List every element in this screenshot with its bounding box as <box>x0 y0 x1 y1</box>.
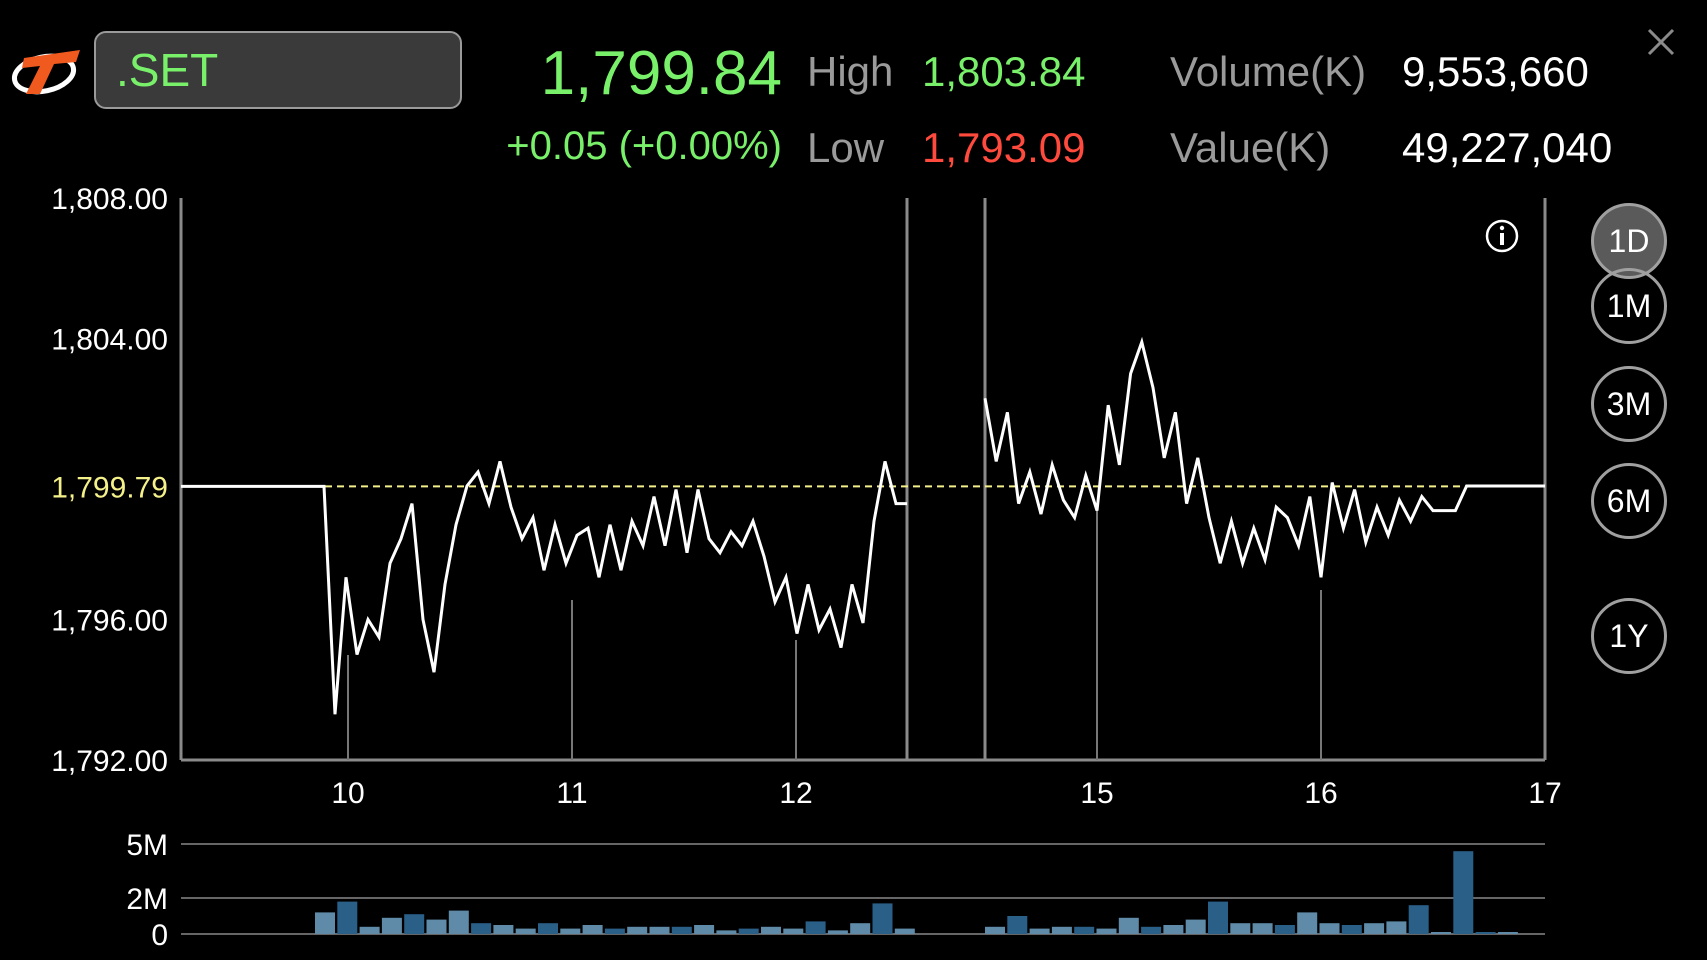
volume-bar <box>1252 923 1273 934</box>
volume-bar <box>738 928 759 934</box>
high-label: High <box>807 48 894 95</box>
volume-bar <box>761 926 781 934</box>
volume-bar <box>1475 932 1496 934</box>
x-tick-label: 10 <box>331 777 364 810</box>
y-tick-label: 1,799.79 <box>51 471 168 504</box>
volume-bar <box>448 910 469 934</box>
y-tick-label: 1,792.00 <box>51 745 168 778</box>
volume-bar <box>805 921 826 934</box>
volume-bar <box>671 926 692 934</box>
volume-bar <box>315 912 335 934</box>
volume-bar <box>850 923 871 934</box>
volume-bar <box>1453 851 1474 934</box>
volume-bar <box>493 925 514 934</box>
volume-bar <box>381 917 402 934</box>
info-icon[interactable] <box>1485 219 1519 253</box>
volume-bar <box>1074 926 1095 934</box>
app-logo <box>11 50 80 95</box>
volume-bar <box>337 901 358 934</box>
volume-bar <box>1341 925 1362 934</box>
volume-bar <box>604 928 625 934</box>
price-series-line <box>181 461 907 715</box>
volume-bar <box>1163 925 1184 934</box>
volume-tick-label: 2M <box>126 883 168 916</box>
volume-bar <box>894 928 915 934</box>
volume-tick-label: 0 <box>151 919 168 952</box>
low-value: 1,793.09 <box>922 124 1086 171</box>
y-tick-label: 1,796.00 <box>51 605 168 638</box>
period-button-1y[interactable]: 1Y <box>1591 598 1667 674</box>
x-tick-label: 16 <box>1304 777 1337 810</box>
value-label: Value(K) <box>1170 124 1331 171</box>
volume-value: 9,553,660 <box>1402 48 1589 95</box>
volume-bar <box>1497 932 1518 934</box>
volume-bar <box>1208 901 1228 934</box>
volume-bar <box>1029 928 1050 934</box>
volume-bar <box>872 903 893 934</box>
volume-bar <box>471 923 492 934</box>
volume-bar <box>1364 923 1385 934</box>
volume-bar <box>515 928 536 934</box>
value-value: 49,227,040 <box>1402 124 1613 171</box>
volume-bar <box>538 923 558 934</box>
volume-bar <box>1007 916 1028 934</box>
volume-bar <box>627 926 648 934</box>
volume-bar <box>1096 928 1117 934</box>
volume-bar <box>1386 921 1407 934</box>
volume-bar <box>1230 923 1251 934</box>
volume-bar <box>359 926 380 934</box>
price-series-line <box>983 336 1545 578</box>
period-button-3m[interactable]: 3M <box>1591 366 1667 442</box>
volume-bar <box>1319 923 1340 934</box>
volume-bar <box>1185 919 1206 934</box>
close-icon[interactable] <box>1645 26 1677 58</box>
high-value: 1,803.84 <box>922 48 1086 95</box>
volume-bar <box>404 914 425 934</box>
volume-bar <box>1118 917 1139 934</box>
volume-bar <box>783 928 804 934</box>
price-change: +0.05 (+0.00%) <box>506 124 782 168</box>
x-tick-label: 11 <box>556 777 587 810</box>
volume-bar <box>649 926 670 934</box>
volume-bar <box>560 928 581 934</box>
volume-tick-label: 5M <box>126 829 168 862</box>
volume-bar <box>1141 926 1162 934</box>
volume-bar <box>1297 912 1318 934</box>
volume-bar <box>985 926 1005 934</box>
volume-bar <box>716 930 737 934</box>
volume-bar <box>1274 925 1295 934</box>
period-button-1m[interactable]: 1M <box>1591 268 1667 344</box>
x-tick-label: 17 <box>1528 777 1561 810</box>
volume-bar <box>827 930 848 934</box>
volume-bar <box>1408 905 1429 934</box>
last-price: 1,799.84 <box>540 39 782 108</box>
y-tick-label: 1,808.00 <box>51 183 168 216</box>
low-label: Low <box>807 124 885 171</box>
volume-bar <box>582 925 603 934</box>
y-tick-label: 1,804.00 <box>51 324 168 357</box>
volume-bar <box>1431 932 1451 934</box>
volume-bar <box>694 925 715 934</box>
volume-bar <box>1051 926 1072 934</box>
x-tick-label: 12 <box>779 777 812 810</box>
period-button-6m[interactable]: 6M <box>1591 463 1667 539</box>
x-tick-label: 15 <box>1080 777 1113 810</box>
symbol-search-input[interactable]: .SET <box>94 31 462 109</box>
volume-bar <box>426 919 447 934</box>
volume-label: Volume(K) <box>1170 48 1367 95</box>
